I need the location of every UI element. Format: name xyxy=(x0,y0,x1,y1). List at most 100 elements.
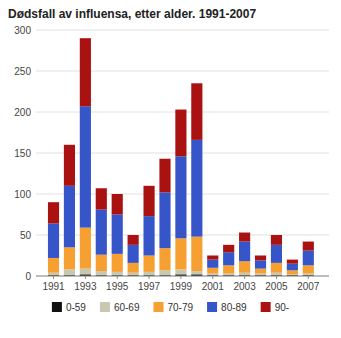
title: Dødsfall av influensa, etter alder. 1991… xyxy=(8,7,256,21)
legend-item: 60-69 xyxy=(100,302,140,313)
bar-segment xyxy=(175,238,186,269)
bar-segment xyxy=(112,272,123,275)
legend-swatch xyxy=(207,302,217,312)
bar-segment xyxy=(64,186,75,248)
bar-segment xyxy=(48,202,59,223)
x-tick xyxy=(117,276,118,279)
bar-segment xyxy=(255,256,266,261)
bar-segment xyxy=(207,268,218,274)
bar-segment xyxy=(48,273,59,275)
y-tick-label: 50 xyxy=(20,230,32,241)
bar-segment xyxy=(96,210,107,255)
x-tick-label: 1999 xyxy=(170,281,193,292)
y-tick-label: 100 xyxy=(14,189,31,200)
bar-segment xyxy=(159,159,170,193)
legend-swatch xyxy=(52,302,62,312)
bar-segment xyxy=(271,245,282,263)
bar-segment xyxy=(64,145,75,186)
bars xyxy=(48,38,314,276)
bar-segment xyxy=(112,194,123,215)
bar-segment xyxy=(80,106,91,227)
bar-segment xyxy=(143,216,154,255)
y-tick-label: 200 xyxy=(14,107,31,118)
bar-segment xyxy=(191,140,202,237)
x-tick-label: 1997 xyxy=(138,281,161,292)
bar-segment xyxy=(207,260,218,268)
bar-segment xyxy=(303,242,314,251)
bar-segment xyxy=(128,273,139,275)
bar-segment xyxy=(239,261,250,272)
bar-segment xyxy=(207,274,218,276)
bar-segment xyxy=(223,274,234,276)
bar-segment xyxy=(159,270,170,275)
bar-segment xyxy=(271,235,282,245)
x-tick xyxy=(212,276,213,279)
x-tick-label: 2005 xyxy=(265,281,288,292)
grid-line xyxy=(36,276,329,277)
bar-segment xyxy=(128,235,139,245)
x-tick-label: 1991 xyxy=(42,281,65,292)
x-tick xyxy=(244,276,245,279)
y-tick-label: 250 xyxy=(14,66,31,77)
bar-segment xyxy=(271,273,282,275)
y-tick-label: 0 xyxy=(25,271,31,282)
legend-item: 70-79 xyxy=(153,302,193,313)
x-tick-label: 1993 xyxy=(74,281,97,292)
bar-segment xyxy=(191,237,202,271)
bar-segment xyxy=(143,272,154,275)
x-tick xyxy=(85,276,86,279)
bar-segment xyxy=(64,247,75,269)
bar-segment xyxy=(207,256,218,260)
legend-swatch xyxy=(261,302,271,312)
x-tick-label: 2007 xyxy=(297,281,320,292)
bar-segment xyxy=(143,186,154,216)
bar-segment xyxy=(191,271,202,274)
bar-segment xyxy=(287,270,298,274)
x-tick xyxy=(308,276,309,279)
bar-segment xyxy=(128,245,139,263)
x-tick-label: 2003 xyxy=(233,281,256,292)
bar-segment xyxy=(80,228,91,269)
bar-segment xyxy=(223,252,234,265)
bar-segment xyxy=(223,245,234,252)
y-tick-label: 300 xyxy=(14,25,31,36)
legend-label: 90- xyxy=(275,302,289,313)
bar-segment xyxy=(303,274,314,276)
bar-segment xyxy=(287,264,298,271)
legend-item: 80-89 xyxy=(207,302,247,313)
x-tick-label: 1995 xyxy=(106,281,129,292)
legend-swatch xyxy=(100,302,110,312)
bar-segment xyxy=(239,273,250,275)
x-tick-label: 2001 xyxy=(202,281,225,292)
legend-label: 80-89 xyxy=(221,302,247,313)
bar-segment xyxy=(191,83,202,140)
legend-swatch xyxy=(153,302,163,312)
x-tick xyxy=(149,276,150,279)
bar-segment xyxy=(239,233,250,242)
bar-segment xyxy=(255,260,266,268)
bar-segment xyxy=(96,188,107,209)
x-tick xyxy=(180,276,181,279)
bar-segment xyxy=(303,251,314,266)
bar-segment xyxy=(112,215,123,254)
bar-segment xyxy=(175,156,186,238)
x-tick xyxy=(53,276,54,279)
bar-segment xyxy=(271,263,282,273)
bar-segment xyxy=(159,248,170,270)
grid xyxy=(36,30,329,276)
bar-segment xyxy=(80,38,91,106)
legend-item: 0-59 xyxy=(52,302,86,313)
x-axis-line xyxy=(36,276,329,277)
bar-segment xyxy=(159,192,170,248)
bar-segment xyxy=(303,265,314,273)
bar-segment xyxy=(48,258,59,273)
chart: Dødsfall av influensa, etter alder. 1991… xyxy=(0,0,341,338)
bar-segment xyxy=(223,265,234,273)
bar-segment xyxy=(112,254,123,272)
bar-segment xyxy=(48,224,59,258)
grid-line xyxy=(36,30,329,31)
legend-label: 60-69 xyxy=(114,302,140,313)
y-tick-label: 150 xyxy=(14,148,31,159)
x-tick xyxy=(276,276,277,279)
legend-item: 90- xyxy=(261,302,289,313)
